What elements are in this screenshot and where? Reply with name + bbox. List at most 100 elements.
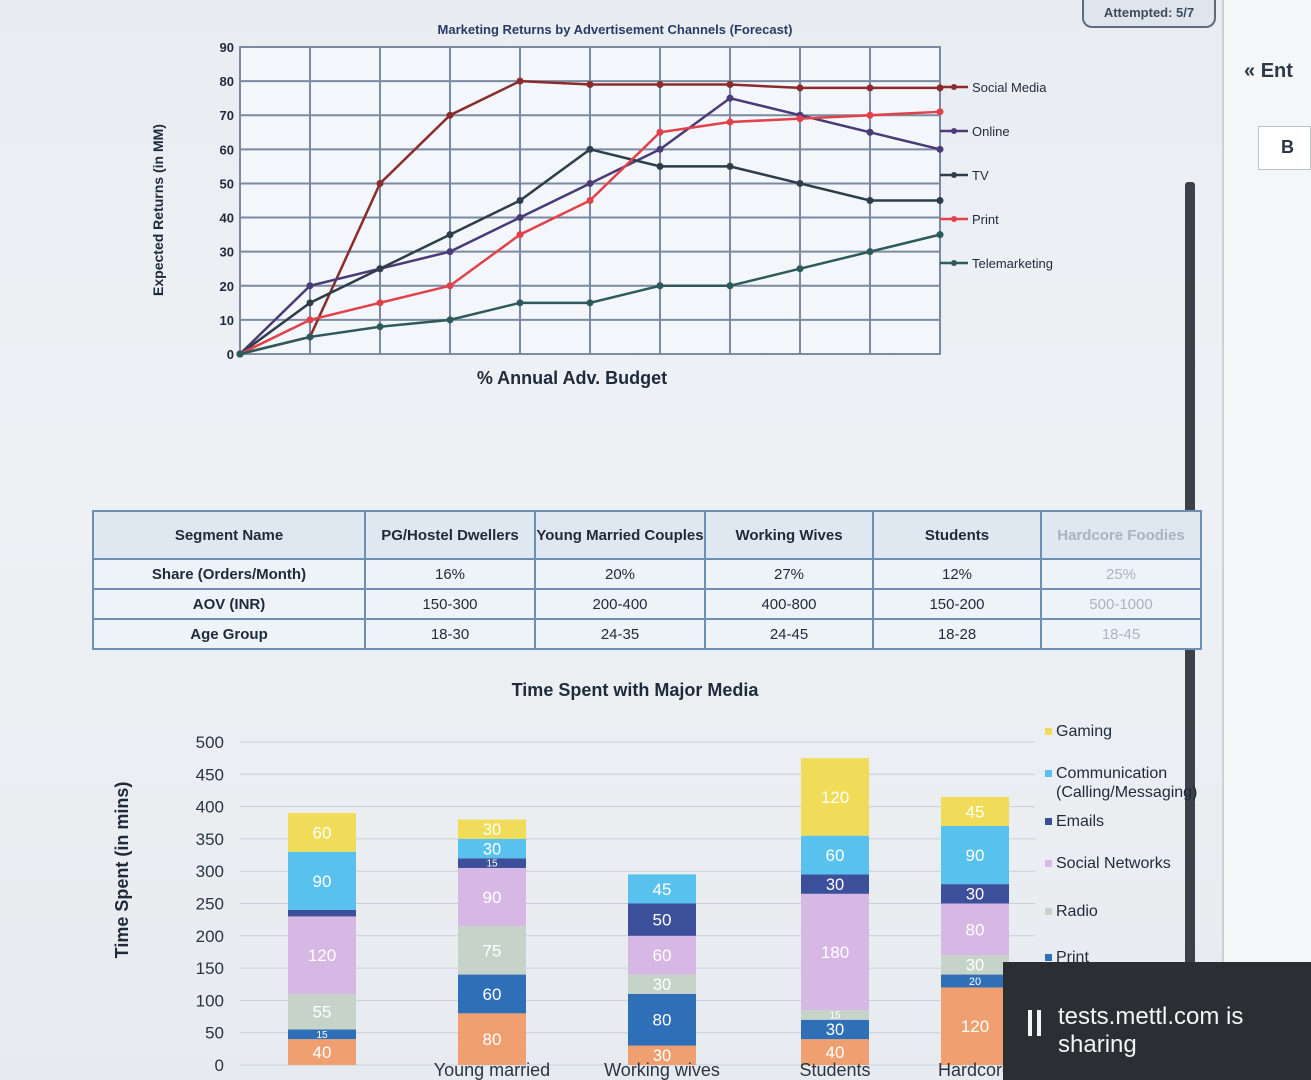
screen-share-banner <box>1003 962 1311 1080</box>
legend-label: Online <box>972 124 1010 139</box>
legend-marker <box>951 260 957 266</box>
table-cell: 24-35 <box>534 618 706 650</box>
y-tick-label: 500 <box>196 733 224 752</box>
data-point <box>796 265 804 273</box>
data-point <box>656 81 664 89</box>
bar-segment <box>458 867 526 927</box>
table-cell: 18-45 <box>1040 618 1202 650</box>
y-tick-label: 300 <box>196 862 224 881</box>
data-label: 15 <box>829 1010 841 1021</box>
bar-segment <box>801 758 869 836</box>
bar-segment <box>628 1045 696 1065</box>
data-point <box>796 179 804 187</box>
bar-segment <box>458 838 526 859</box>
pause-icon[interactable] <box>1028 1010 1042 1036</box>
screen-share-text: tests.mettl.com is sharing <box>1058 1003 1244 1058</box>
legend-marker <box>951 216 957 222</box>
table-cell: 24-45 <box>704 618 874 650</box>
table-cell: 27% <box>704 558 874 590</box>
data-label: 15 <box>486 859 498 870</box>
bar-segment <box>941 987 1009 1065</box>
y-tick-label: 70 <box>220 108 234 123</box>
bar-segment <box>941 903 1009 956</box>
row-label: AOV (INR) <box>92 588 366 620</box>
data-point <box>376 323 384 331</box>
data-label: 30 <box>966 886 984 904</box>
ent-link-label: Ent <box>1260 60 1293 82</box>
data-label: 80 <box>966 920 985 939</box>
data-point <box>516 77 524 85</box>
data-point <box>936 197 944 204</box>
y-tick-label: 30 <box>220 245 234 260</box>
data-point <box>866 197 874 204</box>
data-point <box>586 197 594 204</box>
legend-label: Telemarketing <box>972 256 1053 271</box>
data-point <box>656 282 664 290</box>
col-pg-hostel: PG/Hostel Dwellers <box>364 510 536 560</box>
x-tick-label: Hardcore <box>938 1060 1012 1080</box>
legend-swatch <box>1045 728 1052 735</box>
data-label: 75 <box>483 941 502 960</box>
y-tick-label: 40 <box>220 211 234 226</box>
data-point <box>936 231 944 239</box>
legend-label: Social Networks <box>1056 855 1171 872</box>
data-point <box>586 81 594 89</box>
bar-segment <box>628 993 696 1046</box>
y-tick-label: 50 <box>220 176 234 191</box>
data-point <box>446 111 454 119</box>
data-point <box>236 350 244 358</box>
panel-divider <box>1222 0 1224 1080</box>
data-point <box>656 162 664 170</box>
expand-panel-link[interactable]: « Ent <box>1244 60 1293 83</box>
bar-segment <box>628 903 696 936</box>
data-label: 60 <box>653 946 672 965</box>
bar-segment <box>288 916 356 994</box>
bar-segment <box>941 796 1009 826</box>
chart-bars: 4015551209060806075901530303080306050454… <box>288 758 1009 1065</box>
table-cell: 12% <box>872 558 1042 590</box>
data-point <box>726 81 734 89</box>
table-row: Age Group 18-30 24-35 24-45 18-28 18-45 <box>92 618 1202 650</box>
data-point <box>726 162 734 170</box>
bar-segment <box>801 1019 869 1040</box>
double-chevron-left-icon: « <box>1244 60 1256 82</box>
table-cell: 150-200 <box>872 588 1042 620</box>
x-tick-label: Students <box>799 1060 870 1080</box>
y-tick-label: 10 <box>220 313 234 328</box>
data-point <box>726 118 734 126</box>
y-tick-label: 0 <box>215 1056 224 1075</box>
table-cell: 18-30 <box>364 618 536 650</box>
legend-swatch <box>1045 860 1052 867</box>
legend-swatch <box>1045 954 1052 961</box>
data-label: 120 <box>821 788 849 807</box>
bar-segment <box>288 1039 356 1065</box>
col-young-married: Young Married Couples <box>534 510 706 560</box>
data-point <box>936 108 944 116</box>
data-point <box>376 179 384 187</box>
data-point <box>586 145 594 153</box>
col-students: Students <box>872 510 1042 560</box>
bar-segment <box>288 993 356 1030</box>
x-tick-label: Young married <box>434 1060 550 1080</box>
option-b-box[interactable]: B <box>1258 126 1311 170</box>
table-header-row: Segment Name PG/Hostel Dwellers Young Ma… <box>92 510 1202 560</box>
bar-segment <box>941 955 1009 975</box>
y-tick-label: 50 <box>205 1024 224 1043</box>
legend-swatch <box>1045 908 1052 915</box>
marketing-returns-chart: Marketing Returns by Advertisement Chann… <box>150 22 1053 388</box>
data-point <box>516 214 524 222</box>
y-tick-label: 0 <box>227 347 234 362</box>
data-label: 120 <box>961 1017 989 1036</box>
bar-segment <box>941 884 1009 904</box>
data-point <box>446 282 454 290</box>
table-cell: 200-400 <box>534 588 706 620</box>
data-point <box>516 231 524 239</box>
table-cell: 500-1000 <box>1040 588 1202 620</box>
data-label: 20 <box>969 976 981 988</box>
data-point <box>866 111 874 119</box>
data-point <box>726 94 734 102</box>
data-point <box>656 145 664 153</box>
data-label: 90 <box>483 888 502 907</box>
legend-label: Radio <box>1056 903 1098 920</box>
chart-title: Marketing Returns by Advertisement Chann… <box>438 22 793 37</box>
